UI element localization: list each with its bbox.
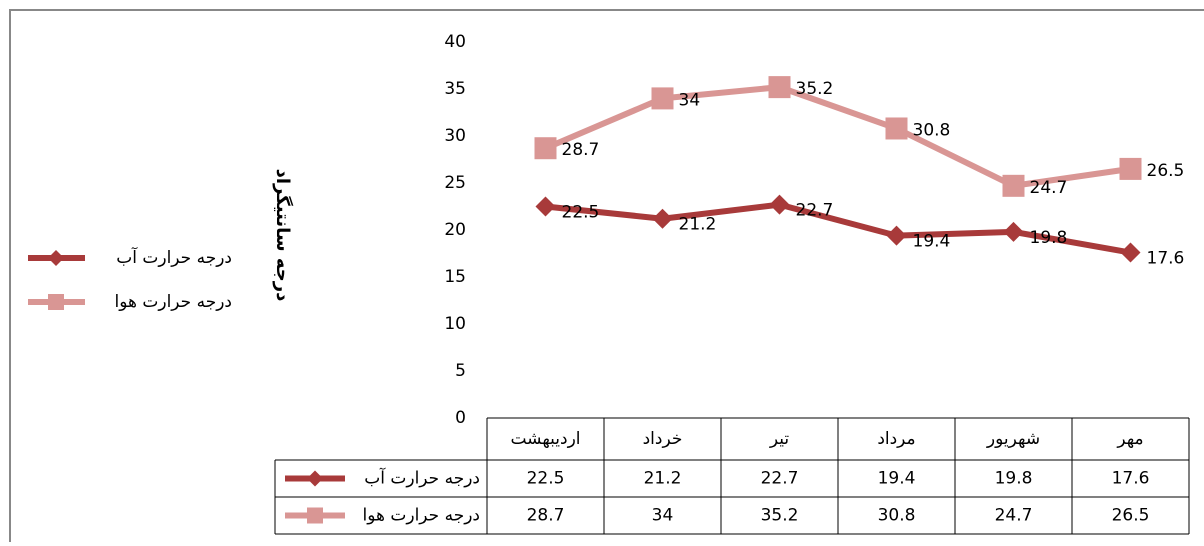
table-row-label: درجه حرارت هوا: [362, 506, 480, 526]
table-cell: 34: [652, 506, 674, 526]
table-row-label: درجه حرارت آب: [364, 467, 480, 489]
data-label: 22.7: [796, 201, 834, 221]
y-tick-label: 0: [455, 408, 466, 428]
data-point: [1119, 157, 1142, 180]
data-label: 35.2: [796, 79, 834, 99]
table-cell: 22.7: [761, 469, 799, 489]
chart-frame: [9, 9, 1204, 546]
data-point: [885, 117, 908, 140]
y-axis-title: درجه سانتیگراد: [272, 169, 294, 302]
data-label: 28.7: [562, 140, 600, 160]
data-label: 19.4: [913, 232, 951, 252]
data-point: [1002, 174, 1025, 197]
table-cell: 19.4: [878, 469, 916, 489]
data-point: [768, 76, 791, 99]
table-legend-marker: [307, 507, 323, 524]
y-tick-label: 30: [444, 126, 466, 146]
table-legend-marker: [307, 470, 323, 487]
table-cell: 28.7: [527, 506, 565, 526]
data-point: [1003, 221, 1024, 242]
y-tick-label: 25: [444, 173, 466, 193]
data-label: 24.7: [1030, 178, 1068, 198]
y-tick-label: 20: [444, 220, 466, 240]
y-tick-label: 40: [444, 32, 466, 52]
data-label: 19.8: [1030, 228, 1068, 248]
legend-label: درجه حرارت آب: [116, 246, 232, 268]
y-tick-label: 10: [444, 314, 466, 334]
data-point: [652, 208, 673, 229]
table-cell: 30.8: [878, 506, 916, 526]
table-cell: 17.6: [1112, 469, 1150, 489]
table-cell: 21.2: [644, 469, 682, 489]
data-point: [651, 87, 674, 110]
legend-label: درجه حرارت هوا: [114, 292, 232, 312]
legend-marker: [48, 250, 64, 266]
data-point: [886, 225, 907, 246]
y-tick-label: 35: [444, 79, 466, 99]
data-point: [534, 137, 557, 160]
x-tick-label: مهر: [1116, 429, 1143, 449]
x-tick-label: اردیبهشت: [510, 429, 580, 449]
data-label: 22.5: [562, 203, 600, 223]
data-label: 17.6: [1147, 249, 1185, 269]
y-tick-label: 15: [444, 267, 466, 287]
table-cell: 26.5: [1112, 506, 1150, 526]
x-tick-label: مرداد: [877, 429, 915, 449]
x-tick-label: خرداد: [643, 429, 683, 449]
y-tick-label: 5: [455, 361, 466, 381]
x-tick-label: شهریور: [986, 429, 1040, 449]
x-tick-label: تیر: [769, 429, 790, 449]
series-line: [544, 84, 1131, 189]
table-cell: 24.7: [995, 506, 1033, 526]
series-line: [545, 201, 1132, 256]
data-label: 34: [679, 90, 701, 110]
data-point: [769, 194, 790, 215]
data-label: 21.2: [679, 215, 717, 235]
data-label: 26.5: [1147, 161, 1185, 181]
data-point: [535, 196, 556, 217]
table-cell: 19.8: [995, 469, 1033, 489]
legend-marker: [48, 294, 64, 310]
table-cell: 22.5: [527, 469, 565, 489]
data-point: [1120, 242, 1141, 263]
table-cell: 35.2: [761, 506, 799, 526]
data-label: 30.8: [913, 120, 951, 140]
